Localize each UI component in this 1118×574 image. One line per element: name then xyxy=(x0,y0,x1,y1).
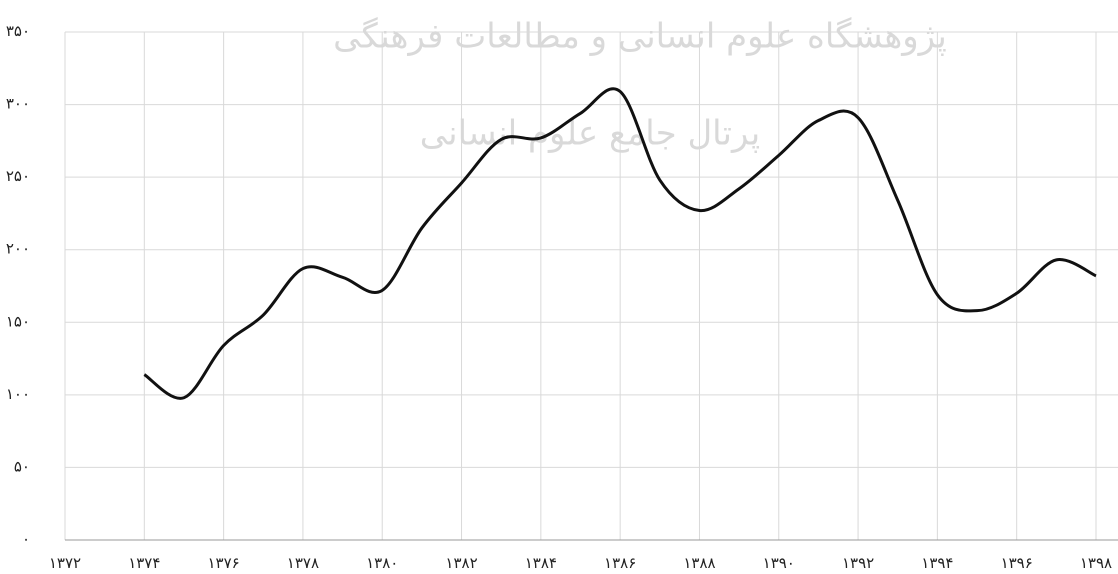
y-tick-label: ۰ xyxy=(22,530,30,548)
y-tick-label: ۱۵۰ xyxy=(6,312,30,330)
y-tick-label: ۲۰۰ xyxy=(6,240,30,258)
x-tick-label: ۱۳۹۴ xyxy=(921,554,953,572)
x-tick-label: ۱۳۹۰ xyxy=(763,554,795,572)
x-tick-label: ۱۳۸۴ xyxy=(525,554,557,572)
watermark: پرتال جامع علوم انسانی xyxy=(420,114,760,154)
x-tick-label: ۱۳۷۸ xyxy=(287,554,319,572)
y-tick-label: ۵۰ xyxy=(14,457,30,475)
line-series xyxy=(143,87,1097,400)
x-tick-label: ۱۳۹۶ xyxy=(1001,554,1033,572)
x-tick-label: ۱۳۷۶ xyxy=(207,554,239,572)
x-tick-label: ۱۳۹۸ xyxy=(1080,554,1112,572)
x-tick-label: ۱۳۷۴ xyxy=(128,554,160,572)
y-tick-label: ۱۰۰ xyxy=(6,385,30,403)
x-tick-label: ۱۳۸۲ xyxy=(445,554,477,572)
y-tick-label: ۳۵۰ xyxy=(6,22,30,40)
x-tick-label: ۱۳۷۲ xyxy=(49,554,81,572)
x-tick-label: ۱۳۸۰ xyxy=(366,554,398,572)
y-tick-label: ۲۵۰ xyxy=(6,167,30,185)
x-tick-label: ۱۳۹۲ xyxy=(842,554,874,572)
y-tick-label: ۳۰۰ xyxy=(6,95,30,113)
x-tick-label: ۱۳۸۸ xyxy=(683,554,715,572)
x-tick-label: ۱۳۸۶ xyxy=(604,554,636,572)
watermark: پژوهشگاه علوم انسانی و مطالعات فرهنگی xyxy=(333,17,947,57)
